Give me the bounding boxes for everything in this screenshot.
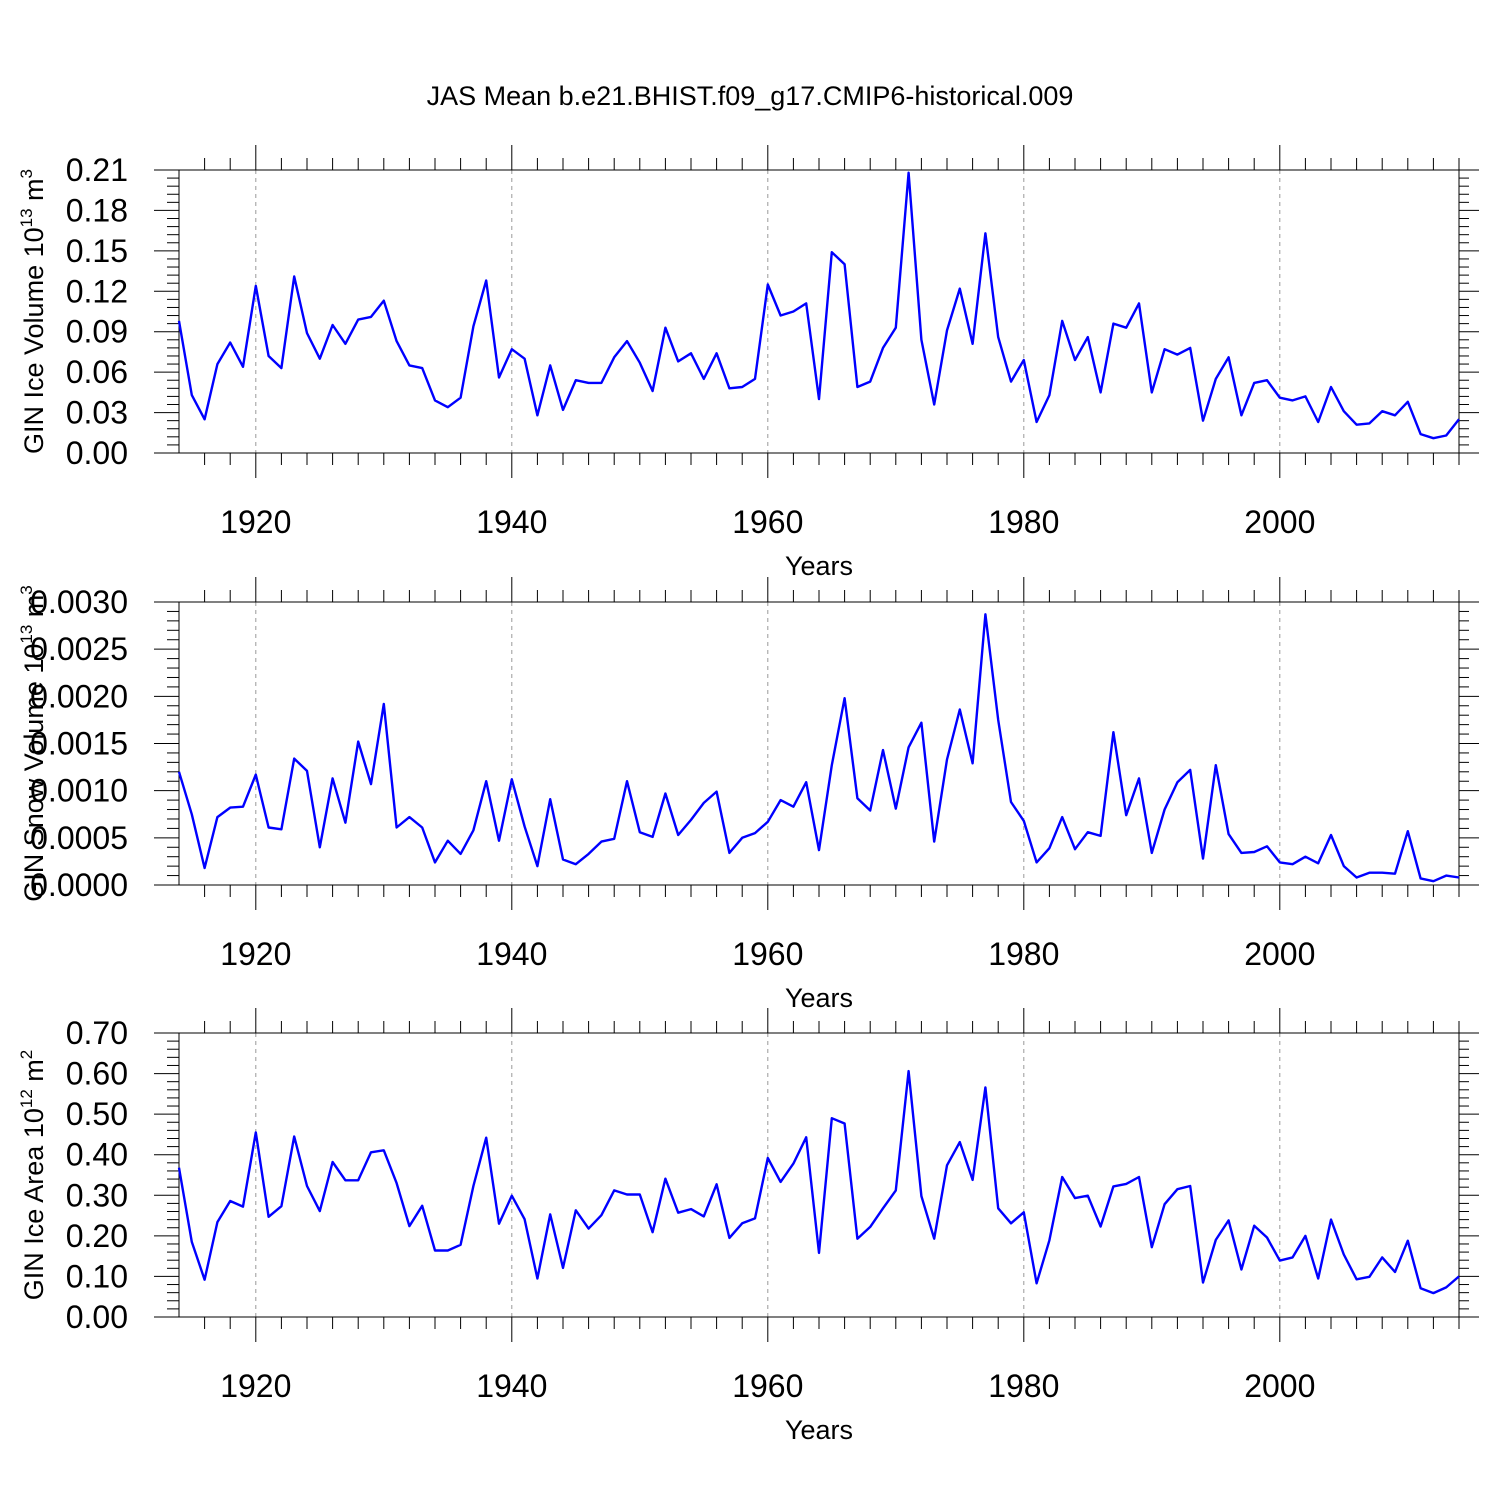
x-tick-label: 1940: [476, 1368, 547, 1404]
plot-frame: [178, 1032, 1460, 1318]
y-tick-label: 0.15: [66, 233, 128, 269]
x-tick-label: 1960: [732, 936, 803, 972]
chart-title: JAS Mean b.e21.BHIST.f09_g17.CMIP6-histo…: [427, 81, 1074, 111]
y-axis-label-text: GIN Snow Volume 10: [19, 644, 49, 902]
y-axis-label-exponent: 13: [17, 208, 36, 227]
x-tick-label: 1980: [988, 504, 1059, 540]
x-tick-label: 1980: [988, 936, 1059, 972]
x-tick-label: 2000: [1244, 1368, 1315, 1404]
y-axis-label-unit-exponent: 3: [17, 585, 36, 594]
y-axis-label-exponent: 13: [17, 625, 36, 644]
y-tick-label: 0.21: [66, 152, 128, 188]
y-tick-label: 0.06: [66, 354, 128, 390]
y-tick-label: 0.30: [66, 1177, 128, 1213]
y-tick-label: 0.0000: [30, 867, 128, 903]
panel-3: 0.00 0.10 0.20 0.30 0.40 0.50 0.60 0.70 1920 1940…: [17, 1008, 1479, 1445]
x-tick-label: 1920: [220, 936, 291, 972]
x-tick-label: 1940: [476, 504, 547, 540]
y-tick-label: 0.18: [66, 192, 128, 228]
x-tick-label: 2000: [1244, 936, 1315, 972]
x-axis-label: Years: [785, 983, 853, 1013]
y-axis-label-unit-exponent: 3: [17, 169, 36, 178]
y-tick-label: 0.00: [66, 1299, 128, 1335]
y-tick-label: 0.03: [66, 395, 128, 431]
y-tick-label: 0.10: [66, 1258, 128, 1294]
x-tick-label: 2000: [1244, 504, 1315, 540]
y-axis-label-exponent: 12: [17, 1089, 36, 1108]
series-line: [177, 613, 1460, 883]
x-tick-label: 1920: [220, 504, 291, 540]
y-tick-label: 0.00: [66, 435, 128, 471]
y-axis-label-unit-exponent: 2: [17, 1050, 36, 1059]
y-axis-label-unit: m: [19, 1059, 49, 1089]
panel-2: 0.0000 0.0005 0.0010 0.0015 0.0020 0.0025 0.00…: [17, 577, 1479, 1013]
y-tick-label: 0.0020: [30, 678, 128, 714]
y-axis-label: GIN Snow Volume 1013 m3: [17, 585, 49, 902]
series-line: [177, 171, 1460, 440]
y-tick-label: 0.70: [66, 1015, 128, 1051]
x-tick-label: 1960: [732, 1368, 803, 1404]
y-tick-label: 0.20: [66, 1218, 128, 1254]
y-axis-label: GIN Ice Volume 1013 m3: [17, 169, 49, 454]
y-tick-label: 0.0030: [30, 584, 128, 620]
x-tick-label: 1960: [732, 504, 803, 540]
panel-1: 0.00 0.03 0.06 0.09 0.12 0.15 0.18 0.21 1920 1940…: [17, 145, 1479, 581]
x-tick-label: 1940: [476, 936, 547, 972]
y-axis-label: GIN Ice Area 1012 m2: [17, 1050, 49, 1301]
y-tick-label: 0.50: [66, 1096, 128, 1132]
y-tick-label: 0.40: [66, 1137, 128, 1173]
x-tick-label: 1920: [220, 1368, 291, 1404]
y-tick-label: 0.0005: [30, 820, 128, 856]
y-tick-label: 0.12: [66, 273, 128, 309]
y-axis-label-text: GIN Ice Area 10: [19, 1108, 49, 1300]
x-tick-label: 1980: [988, 1368, 1059, 1404]
series-line: [177, 1069, 1460, 1295]
y-tick-label: 0.0015: [30, 726, 128, 762]
y-axis-label-unit: m: [19, 595, 49, 625]
plot-frame: [178, 169, 1460, 454]
y-tick-label: 0.60: [66, 1056, 128, 1092]
y-tick-label: 0.0025: [30, 631, 128, 667]
y-axis-label-unit: m: [19, 178, 49, 208]
x-axis-label: Years: [785, 1415, 853, 1445]
y-axis-label-text: GIN Ice Volume 10: [19, 227, 49, 454]
x-axis-label: Years: [785, 551, 853, 581]
y-tick-label: 0.0010: [30, 773, 128, 809]
y-tick-label: 0.09: [66, 314, 128, 350]
